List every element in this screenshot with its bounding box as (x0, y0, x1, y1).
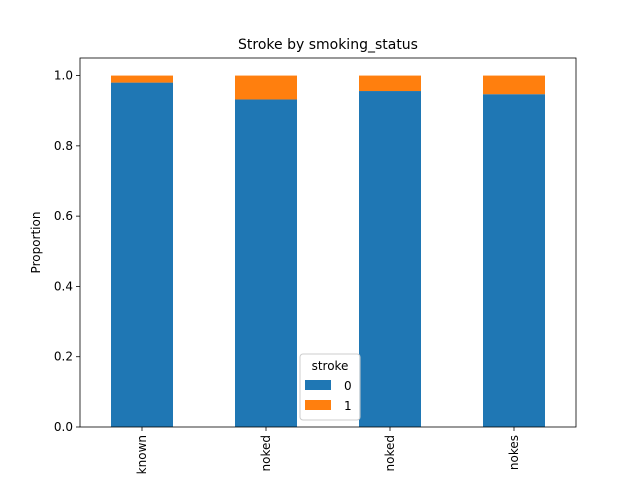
bar-never-smoked-stroke-1 (359, 75, 421, 92)
bar-smokes-stroke-1 (483, 75, 545, 95)
bar-unknown-stroke-0 (111, 82, 173, 427)
x-tick-label: known (135, 435, 149, 474)
bar-smokes-stroke-0 (483, 94, 545, 427)
y-tick-label: 0.6 (54, 209, 73, 223)
legend: stroke 01 (299, 353, 361, 421)
bars-layer (111, 75, 545, 428)
legend-title: stroke (312, 359, 349, 373)
y-tick-label: 0.4 (54, 279, 73, 293)
legend-swatch-1 (305, 400, 331, 410)
x-ticks-layer: known noked noked nokes (135, 427, 521, 474)
legend-label-0: 0 (344, 379, 352, 393)
legend-items: 01 (305, 379, 352, 413)
legend-swatch-0 (305, 380, 331, 390)
y-tick-label: 0.0 (54, 420, 73, 434)
y-tick-label: 0.2 (54, 350, 73, 364)
legend-label-1: 1 (344, 399, 352, 413)
plot-frame (79, 57, 577, 428)
bar-never-smoked-stroke-0 (359, 91, 421, 427)
y-ticks-layer: 0.0 0.2 0.4 0.6 0.8 1.0 (54, 69, 80, 434)
x-tick-label: noked (383, 435, 397, 471)
y-tick-label: 0.8 (54, 139, 73, 153)
y-axis-label: Proportion (29, 212, 43, 274)
y-tick-label: 1.0 (54, 69, 73, 83)
x-tick-label: nokes (507, 435, 521, 470)
x-tick-label: noked (259, 435, 273, 471)
bar-formerly-smoked-stroke-0 (235, 99, 297, 428)
chart-title: Stroke by smoking_status (238, 37, 418, 53)
bar-formerly-smoked-stroke-1 (235, 75, 297, 100)
bar-unknown-stroke-1 (111, 75, 173, 83)
